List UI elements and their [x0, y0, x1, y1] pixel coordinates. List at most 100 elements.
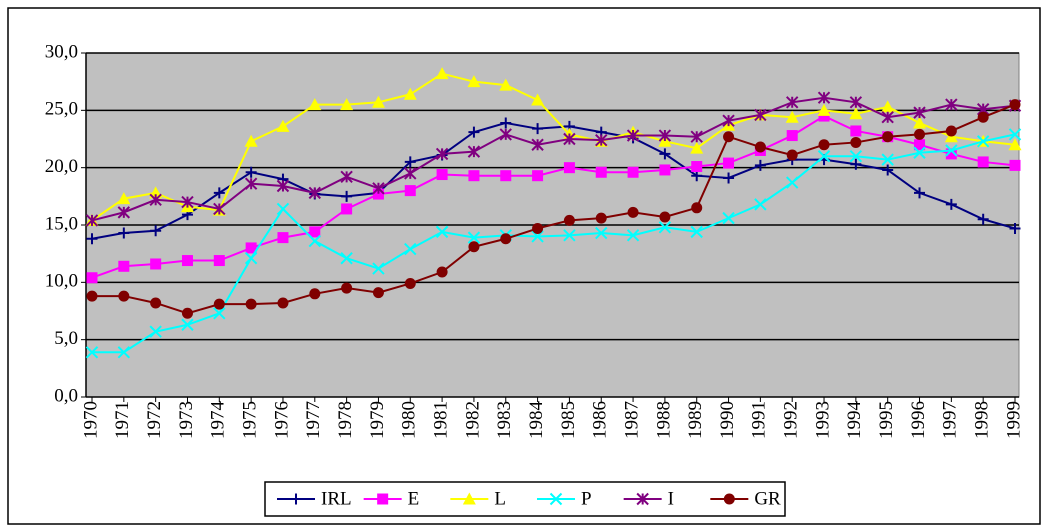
marker: [468, 241, 480, 253]
marker-shape: [754, 141, 766, 153]
marker: [913, 106, 926, 119]
marker-shape: [658, 221, 672, 234]
marker: [532, 123, 544, 135]
marker-shape: [849, 107, 863, 120]
marker-shape: [626, 129, 640, 142]
marker: [150, 225, 162, 237]
marker: [404, 185, 416, 197]
x-tick-label: 1997: [940, 401, 961, 439]
marker: [754, 159, 766, 171]
marker-shape: [563, 214, 575, 226]
marker-shape: [150, 297, 162, 309]
marker-shape: [563, 132, 576, 146]
marker-shape: [1009, 159, 1021, 171]
marker: [372, 262, 385, 275]
marker: [500, 233, 512, 245]
marker: [636, 492, 649, 506]
marker: [659, 211, 671, 223]
marker-shape: [1008, 128, 1022, 141]
marker: [691, 161, 703, 173]
marker-shape: [467, 145, 481, 158]
marker: [468, 170, 480, 182]
marker: [85, 346, 99, 359]
marker-shape: [945, 148, 957, 160]
marker-shape: [627, 166, 639, 178]
x-tick-label: 1983: [494, 401, 515, 439]
marker-shape: [817, 91, 831, 104]
marker: [372, 188, 384, 200]
marker: [691, 202, 703, 214]
marker: [881, 111, 894, 124]
marker-shape: [372, 262, 385, 275]
marker: [945, 148, 957, 160]
marker-shape: [341, 190, 353, 202]
marker-shape: [435, 225, 449, 239]
y-tick-label: 10,0: [45, 271, 78, 292]
marker-shape: [340, 170, 353, 184]
marker: [786, 130, 798, 142]
marker-shape: [213, 187, 225, 199]
marker-shape: [817, 149, 831, 163]
marker: [690, 130, 703, 143]
marker-shape: [690, 225, 703, 239]
marker-shape: [308, 234, 322, 248]
marker-shape: [977, 156, 989, 168]
marker: [468, 126, 480, 138]
marker: [404, 167, 417, 180]
marker-shape: [404, 185, 416, 197]
marker-shape: [531, 138, 544, 151]
marker-shape: [118, 260, 130, 272]
marker-shape: [913, 116, 927, 129]
marker: [341, 282, 353, 294]
marker-shape: [181, 195, 194, 209]
marker-shape: [881, 153, 894, 166]
marker: [371, 95, 385, 108]
marker: [754, 141, 766, 153]
marker-shape: [308, 186, 322, 200]
marker: [595, 166, 607, 178]
marker-shape: [818, 110, 830, 122]
marker-shape: [290, 493, 302, 505]
marker: [849, 107, 863, 120]
marker: [881, 100, 895, 113]
marker-shape: [118, 290, 130, 302]
marker-shape: [531, 93, 545, 106]
marker: [850, 136, 862, 148]
x-tick-label: 1972: [144, 401, 165, 439]
x-tick-label: 1980: [399, 401, 420, 439]
marker-shape: [849, 149, 863, 163]
marker-shape: [86, 272, 98, 284]
x-tick-label: 1986: [590, 401, 611, 439]
x-tick-label: 1999: [1003, 401, 1024, 439]
marker: [1009, 159, 1021, 171]
marker: [563, 162, 575, 174]
marker: [181, 195, 194, 209]
marker: [690, 141, 704, 154]
marker-shape: [404, 156, 416, 168]
marker: [150, 297, 162, 309]
x-tick-label: 1970: [80, 401, 101, 439]
marker-shape: [722, 211, 735, 225]
x-tick-label: 1998: [972, 401, 993, 439]
marker: [277, 232, 289, 244]
x-tick-label: 1993: [812, 401, 833, 439]
marker: [150, 258, 162, 270]
marker: [977, 213, 989, 225]
marker: [340, 252, 353, 265]
marker: [723, 172, 735, 184]
x-tick-label: 1977: [303, 401, 324, 439]
marker-shape: [181, 255, 193, 267]
marker: [436, 266, 448, 278]
marker-shape: [817, 103, 831, 116]
marker-shape: [691, 161, 703, 173]
marker-shape: [1009, 99, 1021, 111]
marker-shape: [403, 87, 417, 100]
marker: [276, 179, 290, 193]
marker: [85, 214, 99, 227]
legend-label: L: [494, 488, 506, 509]
marker-shape: [85, 214, 99, 227]
marker-shape: [149, 325, 162, 338]
marker-shape: [913, 106, 926, 119]
marker-shape: [468, 126, 480, 138]
marker-shape: [882, 164, 894, 176]
